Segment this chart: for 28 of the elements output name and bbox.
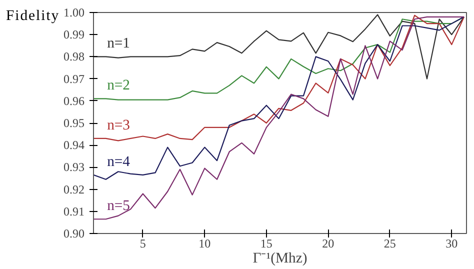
- y-tick-label: 0.91: [64, 204, 84, 218]
- x-tick-label: 30: [446, 236, 458, 250]
- x-tick-label: 20: [322, 236, 334, 250]
- line-series: [94, 14, 465, 142]
- y-tick-label: 0.97: [64, 72, 84, 86]
- y-tick-label: 0.92: [64, 182, 84, 196]
- y-tick-label: 0.94: [64, 138, 84, 152]
- y-tick-label: 0.96: [64, 94, 84, 108]
- line-series: [94, 16, 465, 180]
- y-tick-label: 0.90: [64, 226, 84, 240]
- x-tick-label: 5: [140, 236, 146, 250]
- y-axis-title: Fidelity: [5, 7, 60, 26]
- series-label: n=5: [107, 198, 130, 214]
- series-label: n=1: [107, 36, 130, 52]
- y-tick-label: 1.00: [64, 6, 84, 20]
- x-tick-label: 15: [260, 236, 272, 250]
- series-label: n=2: [107, 78, 130, 94]
- y-tick-label: 0.99: [64, 28, 84, 42]
- x-axis-title: Γ⁻¹(Mhz): [252, 250, 308, 266]
- x-tick-label: 10: [198, 236, 211, 250]
- y-tick-label: 0.93: [64, 160, 84, 174]
- x-tick-label: 25: [384, 236, 396, 250]
- series-label: n=3: [107, 117, 130, 134]
- line-series: [94, 14, 465, 80]
- series-label: n=4: [107, 154, 131, 170]
- y-tick-label: 0.95: [64, 116, 84, 130]
- y-tick-label: 0.98: [64, 50, 84, 64]
- line-series: [94, 16, 465, 220]
